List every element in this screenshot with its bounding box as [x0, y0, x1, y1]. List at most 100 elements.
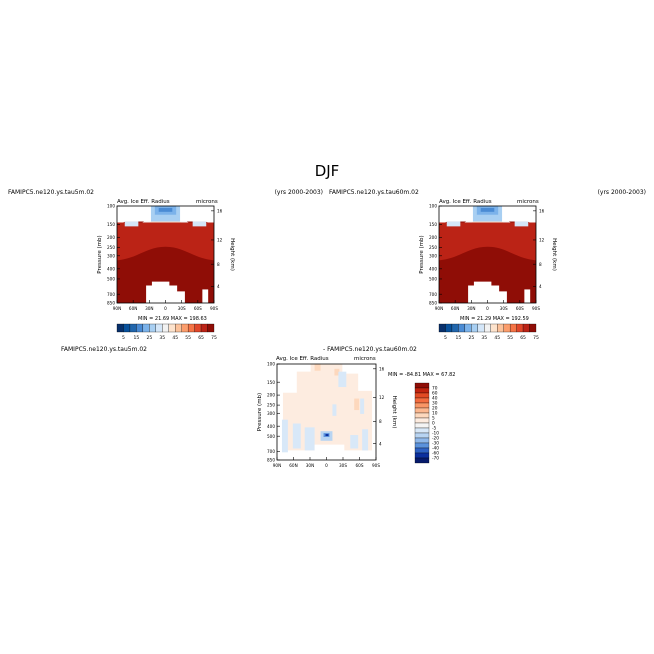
x-tick-label: 60N	[129, 306, 137, 311]
contour-cold-band	[192, 221, 207, 227]
colorbar-label: 45	[172, 335, 178, 341]
colorbar-swatch	[414, 412, 430, 419]
units-label: microns	[196, 199, 218, 205]
x-tick-label: 30N	[145, 306, 153, 311]
topography-mask	[314, 444, 345, 460]
x-tick-label: 0	[486, 306, 489, 311]
units-label: microns	[517, 199, 539, 205]
figure-title: DJF	[315, 162, 340, 180]
colorbar-swatch	[116, 323, 124, 333]
y-tick-label: 400	[107, 266, 115, 271]
colorbar-label: -30	[432, 441, 439, 447]
colorbar-swatch	[445, 323, 453, 333]
panel-right-title: - FAMIPC5.ne120.ys.tau60m.02	[323, 346, 417, 353]
x-tick-label: 90S	[372, 463, 380, 468]
colorbar-label: 0	[432, 421, 435, 427]
y2-tick-label: 8	[539, 262, 542, 267]
colorbar-swatch	[414, 437, 430, 444]
contour-cold-band	[480, 207, 495, 212]
x-tick-label: 90N	[435, 306, 443, 311]
colorbar-swatch	[414, 382, 430, 389]
panel-right-title: (yrs 2000-2003)	[275, 189, 323, 196]
topography-mask	[146, 281, 185, 303]
colorbar-swatch	[175, 323, 182, 333]
colorbar-label: -5	[432, 426, 437, 432]
colorbar-label: 35	[481, 335, 487, 341]
contour-cold-band	[124, 221, 139, 227]
units-label: microns	[354, 356, 376, 362]
colorbar-swatch	[414, 417, 430, 424]
colorbar-label: 5	[444, 335, 447, 341]
x-tick-label: 0	[164, 306, 167, 311]
colorbar-swatch	[471, 323, 478, 333]
colorbar-label: -60	[432, 451, 439, 457]
colorbar-swatch	[414, 402, 430, 409]
colorbar-label: 15	[134, 335, 140, 341]
y2-tick-label: 8	[217, 262, 220, 267]
panel-left-title: FAMIPC5.ne120.ys.tau5m.02	[61, 346, 147, 353]
y2-axis-title: Height (km)	[229, 238, 235, 271]
colorbar-label: 20	[432, 406, 438, 412]
contour-band	[350, 435, 359, 449]
min-max-label: MIN = 21.69 MAX = 198.63	[138, 316, 207, 322]
panel-left-title: FAMIPC5.ne120.ys.tau5m.02	[8, 189, 94, 196]
y-tick-label: 200	[107, 235, 115, 240]
y-tick-label: 850	[429, 301, 437, 306]
contour-cold-band	[514, 221, 529, 227]
y-tick-label: 300	[267, 411, 275, 416]
colorbar-swatch	[142, 323, 150, 333]
var-label: Avg. Ice Eff. Radius	[117, 199, 170, 205]
y-tick-label: 100	[267, 362, 275, 367]
var-label: Avg. Ice Eff. Radius	[276, 356, 329, 362]
x-tick-label: 60S	[194, 306, 202, 311]
y-tick-label: 400	[429, 266, 437, 271]
x-tick-label: 60N	[289, 463, 297, 468]
colorbar-swatch	[451, 323, 459, 333]
x-tick-label: 30S	[339, 463, 347, 468]
colorbar-swatch	[438, 323, 446, 333]
y-tick-label: 250	[429, 245, 437, 250]
y-axis-title: Pressure (mb)	[257, 393, 263, 431]
y2-tick-label: 4	[539, 284, 542, 289]
colorbar-swatch	[516, 323, 524, 333]
colorbar-swatch	[194, 323, 202, 333]
colorbar-swatch	[414, 397, 430, 404]
colorbar-swatch	[497, 323, 504, 333]
y-tick-label: 400	[267, 424, 275, 429]
y-tick-label: 500	[267, 434, 275, 439]
colorbar-swatch	[509, 323, 517, 333]
panel-right-title: (yrs 2000-2003)	[598, 189, 646, 196]
min-max-label: MIN = -84.81 MAX = 67.82	[388, 372, 455, 378]
x-tick-label: 30S	[500, 306, 508, 311]
colorbar-label: -40	[432, 446, 439, 452]
colorbar-swatch	[414, 457, 430, 464]
y2-tick-label: 16	[217, 208, 223, 213]
contour-band	[304, 427, 315, 451]
topography-mask	[468, 281, 507, 303]
y-tick-label: 700	[267, 449, 275, 454]
contour-band	[314, 364, 321, 371]
colorbar-label: -20	[432, 436, 439, 442]
y-tick-label: 300	[107, 253, 115, 258]
colorbar-swatch	[522, 323, 530, 333]
x-tick-label: 30S	[178, 306, 186, 311]
colorbar-swatch	[181, 323, 189, 333]
topography-mask	[202, 289, 209, 303]
y2-tick-label: 4	[379, 441, 382, 446]
colorbar-label: 60	[432, 391, 438, 397]
colorbar-swatch	[200, 323, 208, 333]
y-tick-label: 150	[429, 222, 437, 227]
colorbar-swatch	[414, 407, 430, 414]
colorbar-label: 15	[456, 335, 462, 341]
contour-band	[117, 222, 214, 261]
contour-band	[439, 222, 536, 261]
colorbar-label: -10	[432, 431, 439, 437]
x-tick-label: 90S	[210, 306, 218, 311]
x-tick-label: 90S	[532, 306, 540, 311]
colorbar-swatch	[414, 452, 430, 459]
colorbar-swatch	[414, 427, 430, 434]
colorbar-label: -70	[432, 456, 439, 462]
